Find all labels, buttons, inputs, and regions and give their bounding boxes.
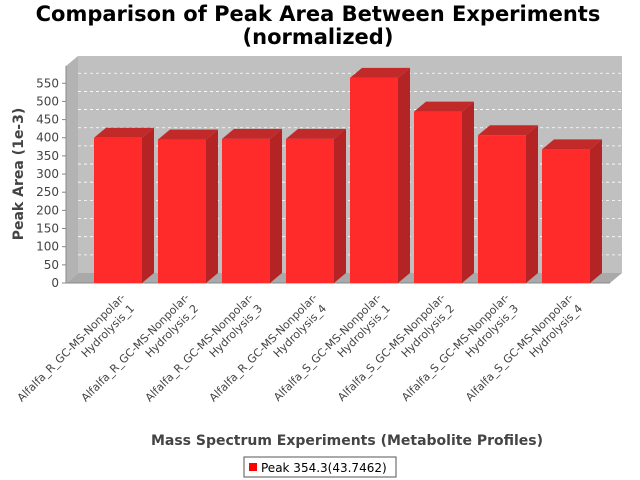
category-label: Alfalfa_R_GC-MS-Nonpolar- — [15, 291, 128, 404]
y-tick-label: 450 — [36, 113, 59, 127]
bar-side — [462, 101, 474, 283]
bar-side — [590, 139, 602, 283]
bar — [542, 139, 602, 283]
legend-box — [243, 456, 397, 478]
bar — [222, 128, 282, 283]
plot-side-wall — [66, 56, 78, 283]
bar-side — [398, 67, 410, 283]
chart-title-line-2: (normalized) — [243, 25, 394, 49]
bar — [414, 101, 474, 283]
bar — [94, 127, 154, 283]
y-tick-label: 550 — [36, 76, 59, 90]
y-tick-label: 100 — [36, 240, 59, 254]
bar-front — [414, 111, 462, 283]
y-tick-label: 200 — [36, 203, 59, 217]
bar-front — [478, 135, 526, 283]
bar — [350, 67, 410, 283]
y-tick-label: 50 — [44, 258, 59, 272]
bar — [286, 128, 346, 283]
bar-side — [334, 128, 346, 283]
bar-side — [526, 125, 538, 284]
bar-front — [222, 138, 270, 283]
y-tick-label: 0 — [51, 276, 59, 290]
y-tick-label: 350 — [36, 149, 59, 163]
bar-front — [286, 138, 334, 283]
x-axis-labels: Alfalfa_R_GC-MS-Nonpolar-Hydrolysis_1Alf… — [15, 291, 585, 404]
legend: Peak 354.3(43.7462) — [243, 456, 397, 478]
y-tick-label: 250 — [36, 185, 59, 199]
bar-top — [478, 125, 538, 136]
bar-top — [542, 139, 602, 150]
bar-top — [286, 128, 346, 139]
x-axis-title: Mass Spectrum Experiments (Metabolite Pr… — [151, 433, 543, 449]
bar — [478, 125, 538, 284]
bar-front — [94, 137, 142, 283]
y-tick-label: 150 — [36, 222, 59, 236]
legend-label: Peak 354.3(43.7462) — [261, 461, 387, 475]
bar-side — [206, 129, 218, 283]
bar-front — [542, 149, 590, 283]
bar-top — [350, 67, 410, 78]
chart-title-line-1: Comparison of Peak Area Between Experime… — [36, 2, 601, 26]
y-axis: 0 50 100 150 200 250 300 350 400 450 500 550 — [36, 66, 610, 290]
bar-top — [94, 127, 154, 138]
bars — [94, 67, 602, 284]
bar-front — [350, 77, 398, 283]
bar-top — [222, 128, 282, 139]
y-tick-label: 300 — [36, 167, 59, 181]
bar — [158, 129, 218, 283]
bar-side — [270, 128, 282, 283]
bar-front — [158, 139, 206, 283]
y-axis-title: Peak Area (1e-3) — [11, 108, 27, 241]
legend-swatch — [249, 463, 257, 471]
y-tick-label: 400 — [36, 131, 59, 145]
bar-top — [414, 101, 474, 112]
bar-top — [158, 129, 218, 140]
y-tick-label: 500 — [36, 94, 59, 108]
bar-side — [142, 127, 154, 283]
